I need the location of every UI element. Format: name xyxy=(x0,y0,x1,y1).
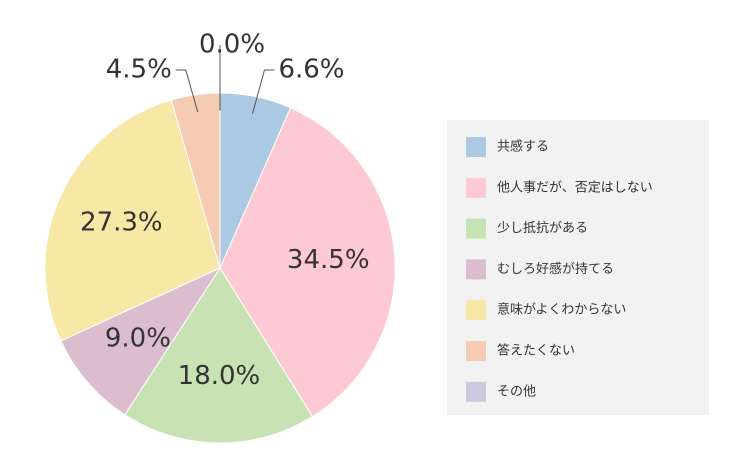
value-label: 9.0% xyxy=(105,323,171,353)
pie-slice xyxy=(44,99,221,342)
legend-swatch xyxy=(466,137,486,157)
value-label: 18.0% xyxy=(178,361,261,391)
legend-label: その他 xyxy=(497,384,536,399)
value-label: 6.6% xyxy=(278,55,344,85)
pie-slice xyxy=(124,267,314,444)
legend-swatch xyxy=(466,177,486,198)
leader-line xyxy=(251,69,275,115)
legend-swatch xyxy=(466,218,486,239)
legend-box xyxy=(447,120,709,415)
value-label: 4.5% xyxy=(106,55,172,85)
legend-label: 少し抵抗がある xyxy=(497,221,588,236)
legend-swatch xyxy=(466,259,486,280)
value-label: 34.5% xyxy=(287,245,370,275)
pie-slice xyxy=(60,266,222,416)
legend-swatch xyxy=(466,341,486,361)
legend-swatch xyxy=(466,300,486,321)
leader-line xyxy=(175,69,199,113)
pie-slice xyxy=(219,107,396,418)
legend-swatch xyxy=(466,381,486,402)
value-label: 0.0% xyxy=(199,30,265,60)
value-label: 27.3% xyxy=(80,207,163,237)
legend-label: 共感する xyxy=(497,139,549,155)
legend-label: 意味がよくわからない xyxy=(497,302,626,318)
legend-label: 答えたくない xyxy=(497,343,575,359)
legend-label: 他人事だが、否定はしない xyxy=(497,180,653,195)
legend-label: むしろ好感が持てる xyxy=(497,261,614,277)
